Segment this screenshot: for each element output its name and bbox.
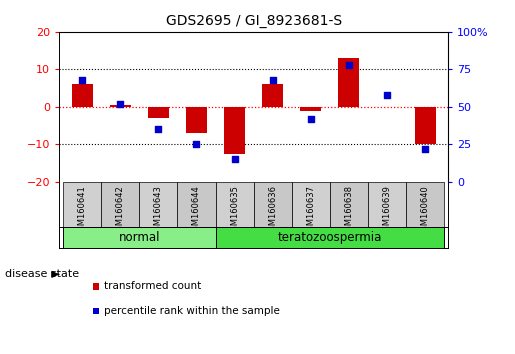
Text: teratozoospermia: teratozoospermia (278, 231, 382, 244)
Text: GSM160636: GSM160636 (268, 185, 277, 236)
Text: normal: normal (118, 231, 160, 244)
Point (269, 77, 277, 83)
Bar (406, 182, 444, 227)
Bar (177, 182, 215, 227)
Point (307, 116, 315, 122)
Text: GSM160643: GSM160643 (154, 185, 163, 236)
Bar (338, 58, 359, 107)
Bar (368, 182, 406, 227)
Bar (63, 182, 101, 227)
Point (78, 77, 86, 83)
Point (192, 142, 200, 147)
Text: GSM160639: GSM160639 (383, 185, 391, 236)
Bar (262, 84, 283, 107)
Bar (224, 107, 245, 154)
Bar (300, 107, 321, 110)
Bar (330, 182, 368, 227)
Text: percentile rank within the sample: percentile rank within the sample (104, 306, 280, 316)
Text: disease state: disease state (5, 269, 79, 279)
Bar (101, 182, 139, 227)
Text: GSM160635: GSM160635 (230, 185, 239, 236)
Point (230, 156, 238, 162)
Bar (93, 308, 99, 314)
Bar (63, 227, 215, 248)
Text: GSM160637: GSM160637 (306, 185, 315, 236)
Point (421, 146, 430, 152)
Text: transformed count: transformed count (104, 281, 201, 291)
Title: GDS2695 / GI_8923681-S: GDS2695 / GI_8923681-S (166, 14, 341, 28)
Bar (186, 107, 207, 133)
Bar (72, 84, 93, 107)
Text: GSM160638: GSM160638 (345, 185, 353, 236)
Point (116, 101, 124, 107)
Text: GSM160641: GSM160641 (78, 185, 87, 236)
Text: GSM160640: GSM160640 (421, 185, 430, 236)
Point (345, 62, 353, 68)
Bar (93, 283, 99, 290)
Bar (110, 105, 131, 107)
Bar (139, 182, 177, 227)
Bar (148, 107, 169, 118)
Bar (415, 107, 436, 144)
Bar (215, 182, 253, 227)
Text: GSM160644: GSM160644 (192, 185, 201, 236)
Point (154, 126, 162, 132)
Bar (253, 182, 292, 227)
Bar (215, 227, 444, 248)
Text: GSM160642: GSM160642 (116, 185, 125, 236)
Bar (292, 182, 330, 227)
Point (383, 92, 391, 98)
